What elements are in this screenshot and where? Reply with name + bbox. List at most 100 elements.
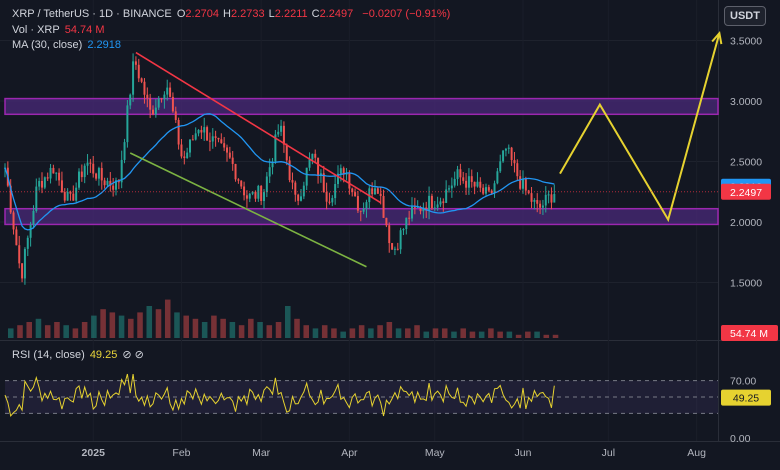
candle-body — [180, 144, 183, 157]
candle-body — [72, 193, 75, 201]
candle-body — [240, 180, 243, 187]
candle-body — [337, 173, 339, 185]
candle-body — [32, 210, 35, 225]
volume-bar — [506, 331, 513, 338]
candle-body — [522, 179, 524, 189]
candle-body — [78, 171, 80, 188]
volume-bar — [183, 315, 189, 338]
volume-badge-bg — [721, 325, 778, 341]
candle-body — [189, 139, 191, 153]
candle-body — [112, 185, 115, 190]
candle-body — [129, 94, 132, 106]
symbol-title[interactable]: XRP / TetherUS · 1D · BINANCE — [12, 8, 172, 20]
price-tick-label: 2.5000 — [730, 157, 762, 169]
candle-body — [416, 207, 419, 209]
ma-label: MA (30, close) — [12, 39, 83, 51]
volume-value: 54.74 M — [64, 24, 105, 36]
time-tick-label: May — [425, 447, 446, 459]
candle-body — [473, 181, 476, 187]
candle-body — [265, 176, 268, 193]
candle-body — [169, 87, 172, 97]
candle-body — [536, 200, 539, 204]
candle-body — [55, 172, 58, 174]
candle-body — [345, 173, 348, 175]
candle-body — [331, 198, 334, 203]
price-tick-label: 2.0000 — [730, 217, 762, 229]
candle-body — [146, 94, 149, 99]
candle-body — [60, 180, 63, 193]
candle-body — [160, 98, 163, 100]
rsi-line — [4, 373, 555, 418]
candle-body — [263, 192, 265, 201]
currency-unit-button[interactable]: USDT — [724, 6, 766, 26]
candle-body — [467, 176, 470, 188]
volume-bar — [303, 325, 310, 338]
volume-bar — [146, 306, 153, 338]
rsi-visibility-icons[interactable]: ⊘ ⊘ — [122, 349, 144, 361]
candle-body — [106, 180, 109, 186]
candle-body — [359, 210, 362, 212]
ohlc-value-o: 2.2704 — [185, 8, 220, 20]
candle-body — [291, 180, 294, 183]
candle-body — [23, 248, 26, 279]
candle-body — [334, 184, 337, 199]
volume-bar — [312, 328, 319, 338]
candle-body — [15, 229, 18, 246]
candle-body — [430, 195, 433, 209]
candle-body — [46, 177, 49, 179]
candle-body — [365, 202, 368, 209]
volume-bar — [174, 312, 180, 338]
symbol-header: XRP / TetherUS · 1D · BINANCE O2.2704 H2.… — [12, 8, 452, 20]
candle-body — [456, 169, 459, 179]
candle-body — [465, 180, 468, 188]
candle-body — [502, 150, 505, 162]
candle-body — [100, 168, 103, 181]
candle-body — [314, 153, 317, 158]
candle-body — [285, 144, 288, 161]
volume-bar — [118, 315, 125, 338]
candle-body — [143, 81, 146, 95]
support-resistance-zone — [4, 97, 719, 116]
rsi-legend: RSI (14, close) 49.25 ⊘ ⊘ — [12, 348, 146, 361]
candle-body — [516, 163, 519, 177]
price-tick-label: 1.5000 — [730, 278, 762, 290]
time-tick-label: 2025 — [82, 447, 106, 459]
candle-body — [140, 78, 143, 82]
candle-body — [115, 180, 117, 190]
volume-bar — [220, 318, 226, 338]
candle-body — [223, 143, 226, 148]
volume-bar — [201, 322, 208, 338]
candle-body — [305, 167, 308, 186]
candle-body — [149, 98, 152, 110]
candle-body — [38, 180, 41, 187]
volume-bar — [54, 322, 60, 338]
volume-bar — [451, 331, 457, 338]
candle-body — [419, 207, 422, 212]
candle-body — [75, 187, 78, 201]
candle-body — [388, 225, 391, 244]
time-tick-label: Feb — [172, 447, 190, 459]
candle-body — [328, 201, 331, 203]
volume-bar — [441, 328, 448, 338]
price-tick-label: 3.0000 — [730, 96, 762, 108]
candle-body — [391, 243, 394, 250]
candle-body — [354, 192, 357, 197]
candle-body — [197, 129, 200, 134]
resistance-trendline — [135, 51, 382, 204]
candle-body — [399, 230, 402, 250]
candle-body — [177, 119, 180, 145]
volume-bar — [100, 309, 106, 338]
volume-bar — [368, 328, 374, 338]
close-price-badge: 2.2497 — [730, 187, 762, 199]
candle-body — [385, 217, 388, 226]
candle-body — [496, 171, 499, 184]
candle-body — [117, 180, 120, 183]
candle-body — [339, 168, 342, 174]
candle-body — [476, 181, 479, 187]
candle-body — [282, 125, 285, 145]
volume-bar — [414, 325, 420, 338]
candle-body — [228, 152, 231, 158]
candle-body — [408, 217, 411, 219]
candle-body — [211, 136, 214, 142]
